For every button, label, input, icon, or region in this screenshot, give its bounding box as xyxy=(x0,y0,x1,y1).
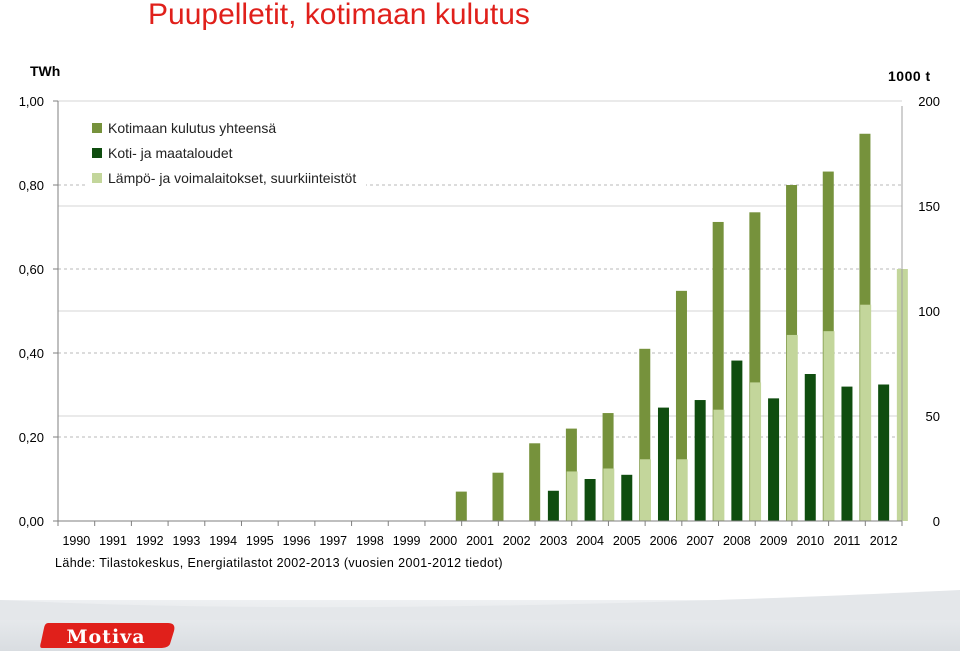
chart-title: Puupelletit, kotimaan kulutus xyxy=(148,0,530,31)
bar-household-2008 xyxy=(731,360,743,521)
bar-household-2009 xyxy=(768,398,780,521)
y-right-tick-label: 0 xyxy=(933,514,940,529)
bar-heat-2003 xyxy=(566,471,578,521)
y-left-tick-label: 0,00 xyxy=(19,514,44,529)
right-gridlines xyxy=(58,100,902,417)
bar-household-2003 xyxy=(547,490,559,521)
left-tick-labels: 0,00 0,20 0,40 0,60 0,80 1,00 xyxy=(19,94,44,529)
bar-total-2008 xyxy=(712,221,724,521)
legend-item-total: Kotimaan kulutus yhteensä xyxy=(92,115,356,140)
y-right-tick-label: 150 xyxy=(918,199,940,214)
legend: Kotimaan kulutus yhteensä Koti- ja maata… xyxy=(88,113,367,196)
bar-heat-2004 xyxy=(603,468,615,521)
legend-item-heat: Lämpö- ja voimalaitokset, suurkiinteistö… xyxy=(92,165,356,190)
bar-heat-2006 xyxy=(676,459,688,521)
x-tick-labels: 1990 1991 1992 1993 1994 1995 1996 1997 1998 1999… xyxy=(62,534,897,548)
x-tick-label: 2004 xyxy=(576,534,604,548)
x-tick-label: 2002 xyxy=(503,534,531,548)
bar-household-2004 xyxy=(584,479,596,521)
legend-swatch-heat xyxy=(92,172,102,183)
left-axis-unit: TWh xyxy=(30,63,61,79)
bar-household-2010 xyxy=(804,374,816,521)
x-tick-label: 2012 xyxy=(870,534,898,548)
motiva-logo[interactable]: Motiva xyxy=(40,622,176,649)
bar-total-2009 xyxy=(749,212,761,522)
x-tick-label: 2007 xyxy=(686,534,714,548)
x-tick-label: 1993 xyxy=(173,534,201,548)
x-tick-label: 2008 xyxy=(723,534,751,548)
y-right-tick-label: 50 xyxy=(926,409,940,424)
x-tick-label: 2010 xyxy=(796,534,824,548)
source-note: Lähde: Tilastokeskus, Energiatilastot 20… xyxy=(55,556,503,570)
bar-household-2011 xyxy=(841,386,853,521)
x-tick-label: 1991 xyxy=(99,534,127,548)
y-left-tick-label: 1,00 xyxy=(19,94,44,109)
bars xyxy=(455,133,908,522)
bar-heat-2011 xyxy=(860,304,872,521)
x-tick-label: 1996 xyxy=(283,534,311,548)
x-tick-label: 2011 xyxy=(834,534,861,548)
bar-household-2005 xyxy=(621,474,633,521)
x-tick-label: 1994 xyxy=(209,534,237,548)
bar-heat-2008 xyxy=(750,382,762,521)
bar-total-2006 xyxy=(639,348,651,521)
x-tick-label: 2001 xyxy=(466,534,494,548)
y-right-tick-label: 200 xyxy=(918,94,940,109)
legend-label-household: Koti- ja maataloudet xyxy=(108,144,233,161)
legend-swatch-household xyxy=(92,147,102,158)
x-tick-label: 2005 xyxy=(613,534,641,548)
legend-label-heat: Lämpö- ja voimalaitokset, suurkiinteistö… xyxy=(108,169,357,186)
y-right-tick-label: 100 xyxy=(918,304,940,319)
y-left-tick-label: 0,20 xyxy=(19,430,44,445)
x-tick-label: 1997 xyxy=(319,534,347,548)
bar-household-2012 xyxy=(878,384,890,521)
legend-item-household: Koti- ja maataloudet xyxy=(92,140,356,165)
y-left-tick-label: 0,60 xyxy=(19,262,44,277)
x-tick-label: 2003 xyxy=(539,534,567,548)
right-axis-unit: 1000 t xyxy=(888,68,931,84)
y-left-tick-label: 0,80 xyxy=(19,178,44,193)
right-tick-labels: 0 50 100 150 200 xyxy=(918,94,940,529)
bar-total-2005 xyxy=(602,413,614,521)
x-tick-label: 1999 xyxy=(393,534,421,548)
bar-household-2006 xyxy=(657,407,669,521)
x-tick-label: 2006 xyxy=(650,534,678,548)
legend-swatch-total xyxy=(92,122,102,133)
x-tick-label: 2000 xyxy=(429,534,457,548)
axes xyxy=(53,100,903,526)
x-tick-label: 2009 xyxy=(760,534,788,548)
x-tick-label: 1990 xyxy=(62,534,90,548)
bar-total-2003 xyxy=(529,443,541,521)
bar-chart: 0,00 0,20 0,40 0,60 0,80 1,00 0 50 100 150 200 19… xyxy=(19,94,940,548)
y-left-tick-label: 0,40 xyxy=(19,346,44,361)
bar-total-2002 xyxy=(492,472,504,521)
bar-heat-2009 xyxy=(786,334,798,521)
x-tick-label: 1995 xyxy=(246,534,274,548)
bar-heat-2007 xyxy=(713,409,725,521)
bar-total-2001 xyxy=(455,491,467,521)
bar-heat-2005 xyxy=(639,459,651,521)
legend-label-total: Kotimaan kulutus yhteensä xyxy=(108,119,277,136)
logo-text: Motiva xyxy=(66,626,145,648)
bar-household-2007 xyxy=(694,400,706,521)
bar-total-2007 xyxy=(675,290,687,521)
x-tick-label: 1998 xyxy=(356,534,384,548)
bar-heat-2010 xyxy=(823,331,835,521)
x-tick-label: 1992 xyxy=(136,534,164,548)
footer-curve xyxy=(0,590,960,620)
